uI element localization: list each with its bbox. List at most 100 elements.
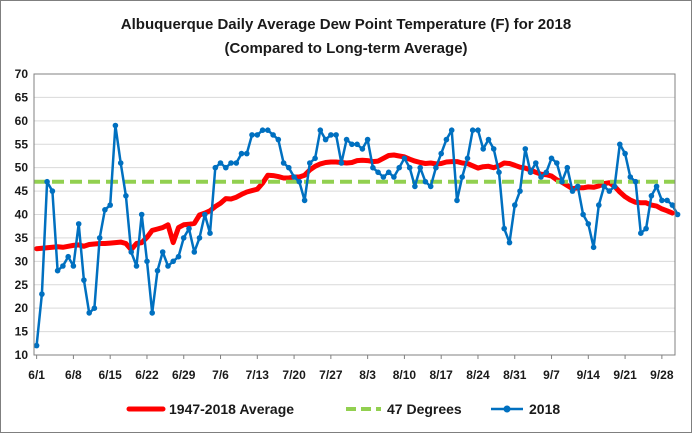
y-tick-label: 40 [15, 208, 29, 222]
data-point-2018 [249, 132, 255, 138]
x-tick-label: 6/8 [65, 368, 82, 382]
data-point-2018 [44, 178, 50, 185]
data-point-2018 [322, 136, 329, 143]
data-point-2018 [165, 263, 171, 269]
data-point-2018 [380, 174, 387, 180]
data-point-2018 [117, 160, 124, 166]
chart-subtitle: (Compared to Long-term Average) [224, 40, 467, 57]
data-point-2018 [632, 178, 639, 185]
legend-label: 47 Degrees [387, 401, 462, 417]
y-tick-label: 15 [15, 325, 29, 339]
data-point-2018 [664, 197, 670, 204]
data-point-2018 [212, 164, 219, 171]
data-point-2018 [333, 132, 339, 138]
data-point-2018 [338, 160, 345, 166]
x-tick-label: 8/17 [430, 368, 454, 382]
y-tick-label: 30 [15, 254, 29, 268]
data-point-2018 [569, 188, 576, 194]
data-point-2018 [102, 207, 108, 213]
chart-title: Albuquerque Daily Average Dew Point Temp… [121, 16, 571, 33]
data-point-2018 [354, 141, 360, 148]
data-point-2018 [517, 188, 523, 194]
data-point-2018 [217, 160, 224, 166]
data-point-2018 [375, 169, 381, 176]
data-point-2018 [312, 155, 318, 162]
data-point-2018 [112, 122, 119, 129]
data-point-2018 [659, 197, 665, 204]
data-point-2018 [606, 188, 613, 194]
data-point-2018 [627, 174, 634, 180]
data-point-2018 [144, 258, 150, 265]
grid-layer [34, 96, 675, 333]
data-point-2018 [385, 169, 392, 176]
data-point-2018 [611, 183, 618, 190]
data-point-2018 [448, 127, 455, 133]
y-tick-label: 55 [15, 137, 29, 151]
data-point-2018 [317, 127, 324, 133]
legend: 1947-2018 Average 47 Degrees 2018 [126, 401, 560, 417]
data-point-2018 [580, 211, 586, 218]
y-tick-label: 45 [15, 184, 29, 198]
data-point-2018 [653, 183, 660, 190]
data-point-2018 [622, 150, 628, 157]
data-point-2018 [674, 211, 681, 218]
data-point-2018 [202, 211, 208, 218]
data-point-2018 [343, 136, 350, 143]
data-point-2018 [75, 221, 82, 227]
data-point-2018 [464, 155, 471, 162]
data-point-2018 [427, 183, 434, 190]
legend-label: 2018 [529, 401, 560, 417]
data-point-2018 [296, 178, 303, 185]
data-point-2018 [228, 160, 234, 166]
x-tick-label: 8/24 [466, 368, 490, 382]
legend-marker-2018 [503, 405, 511, 413]
data-point-2018 [159, 249, 166, 255]
data-point-2018 [86, 310, 92, 316]
x-tick-label: 7/13 [246, 368, 270, 382]
series-line-long-term-average [34, 152, 675, 253]
data-point-2018 [554, 160, 560, 166]
data-point-2018 [364, 136, 371, 143]
data-point-2018 [128, 249, 134, 255]
y-tick-label: 65 [15, 90, 29, 104]
x-tick-label: 8/31 [503, 368, 527, 382]
data-point-2018 [480, 146, 487, 152]
data-point-2018 [564, 164, 571, 171]
data-point-2018 [617, 141, 623, 148]
data-point-2018 [265, 127, 271, 133]
data-point-2018 [170, 258, 176, 265]
x-tick-label: 8/3 [359, 368, 376, 382]
data-point-2018 [417, 164, 424, 171]
data-point-2018 [291, 174, 297, 180]
y-tick-label: 60 [15, 114, 29, 128]
data-point-2018 [133, 263, 140, 269]
data-point-2018 [601, 183, 607, 190]
x-tick-label: 9/14 [577, 368, 601, 382]
y-tick-label: 50 [15, 161, 29, 175]
y-axis: 10 15 20 25 30 35 40 45 50 55 60 65 70 [15, 67, 29, 362]
data-point-2018 [638, 230, 644, 236]
data-point-2018 [149, 310, 155, 316]
data-point-2018 [396, 164, 403, 171]
data-point-2018 [223, 164, 229, 171]
data-point-2018 [412, 183, 418, 190]
data-point-2018 [454, 197, 460, 204]
x-tick-label: 9/21 [613, 368, 637, 382]
data-point-2018 [180, 235, 187, 241]
x-tick-label: 6/22 [135, 368, 159, 382]
data-point-2018 [459, 174, 466, 180]
plot-area [33, 122, 681, 349]
plot-border [33, 73, 676, 356]
data-point-2018 [543, 169, 550, 176]
x-axis: 6/1 6/8 6/15 6/22 6/29 7/6 7/13 7/20 7/27 8/3 8/10… [28, 355, 674, 382]
data-point-2018 [238, 150, 245, 157]
data-point-2018 [506, 239, 513, 246]
data-point-2018 [559, 178, 565, 185]
data-point-2018 [359, 146, 366, 152]
data-point-2018 [433, 164, 439, 171]
data-point-2018 [391, 174, 397, 180]
data-point-2018 [443, 136, 450, 143]
data-point-2018 [186, 225, 192, 232]
data-point-2018 [548, 155, 555, 162]
data-point-2018 [196, 235, 203, 241]
